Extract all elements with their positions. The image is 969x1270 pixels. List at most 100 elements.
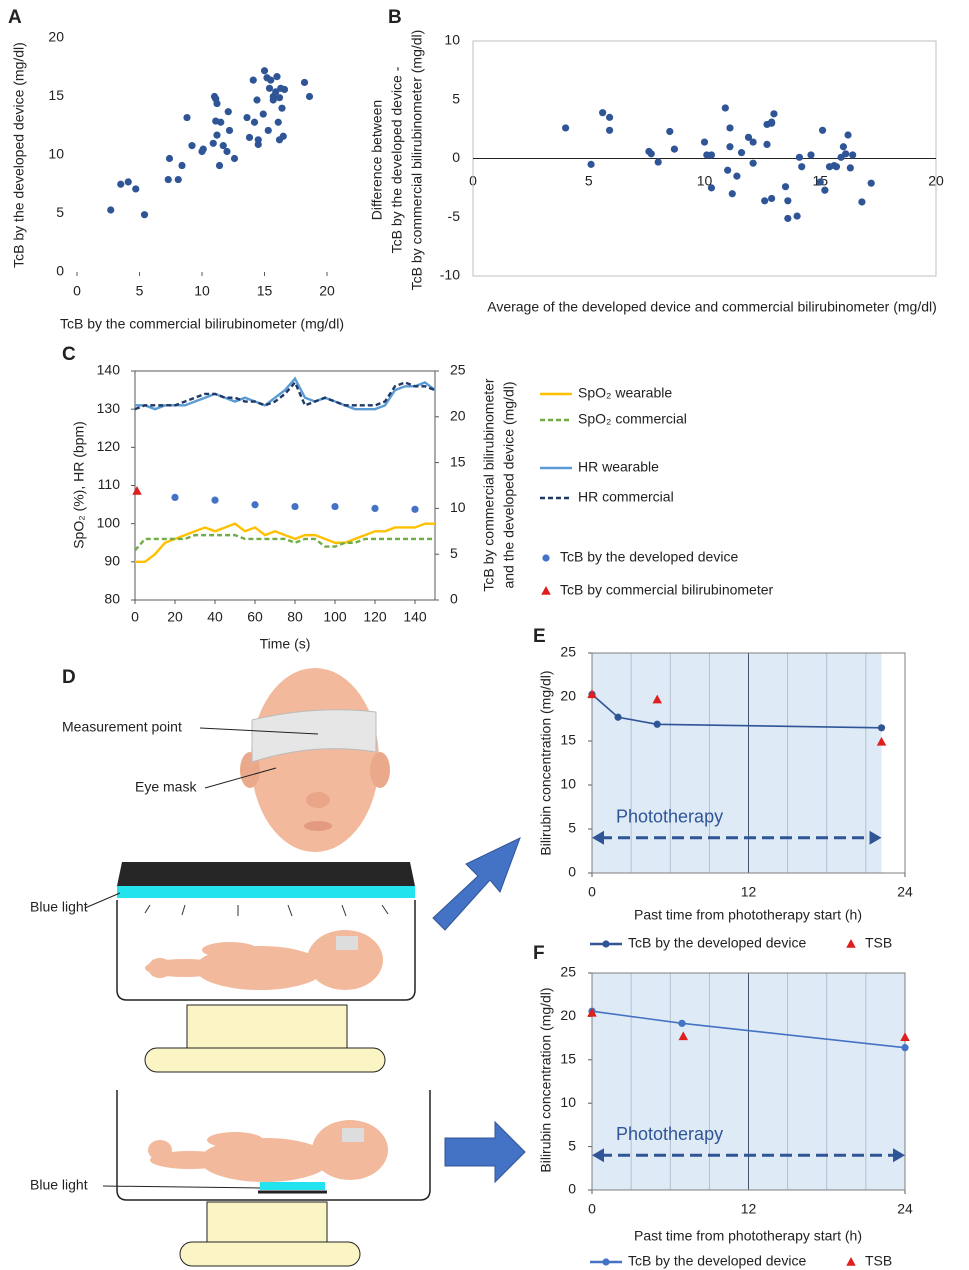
point bbox=[260, 110, 267, 117]
legend-label: TcB by the developed device bbox=[560, 549, 738, 565]
point bbox=[266, 85, 273, 92]
y-tick-label: 5 bbox=[568, 1137, 576, 1153]
y-tick-label: 10 bbox=[48, 146, 64, 162]
point bbox=[840, 143, 847, 150]
point bbox=[817, 178, 824, 185]
y-tick-label: 0 bbox=[452, 149, 460, 165]
point bbox=[733, 173, 740, 180]
legend-swatch bbox=[846, 1257, 856, 1266]
sensor bbox=[336, 936, 358, 950]
panel-letter: B bbox=[388, 7, 402, 28]
y-axis-label: TcB by the developed device (mg/dl) bbox=[11, 42, 27, 268]
y2-axis-label: and the developed device (mg/dl) bbox=[501, 381, 517, 588]
point bbox=[265, 127, 272, 134]
x-tick-label: 24 bbox=[897, 884, 913, 900]
point bbox=[213, 132, 220, 139]
point bbox=[750, 138, 757, 145]
y-tick-label: 80 bbox=[104, 591, 120, 607]
panel-letter: A bbox=[8, 7, 22, 28]
point bbox=[606, 114, 613, 121]
y-axis-label: TcB by the developed device - bbox=[389, 66, 405, 253]
y2-axis-label: TcB by commercial bilirubinometer bbox=[481, 378, 497, 592]
point bbox=[654, 721, 661, 728]
y2-tick-label: 0 bbox=[450, 591, 458, 607]
point bbox=[281, 86, 288, 93]
leader-line bbox=[85, 893, 120, 908]
point bbox=[231, 155, 238, 162]
point bbox=[270, 96, 277, 103]
label: Eye mask bbox=[135, 779, 197, 795]
y-tick-label: 0 bbox=[568, 864, 576, 880]
point bbox=[562, 124, 569, 131]
legend-label: TcB by the developed device bbox=[628, 935, 806, 951]
x-tick-label: 0 bbox=[73, 283, 81, 299]
point bbox=[371, 505, 378, 512]
point bbox=[166, 155, 173, 162]
y-tick-label: 15 bbox=[560, 732, 576, 748]
point bbox=[750, 160, 757, 167]
point bbox=[291, 503, 298, 510]
legend-swatch bbox=[541, 586, 551, 595]
point bbox=[868, 180, 875, 187]
point bbox=[844, 131, 851, 138]
point bbox=[210, 140, 217, 147]
x-tick-label: 10 bbox=[194, 283, 210, 299]
point bbox=[273, 73, 280, 80]
point bbox=[671, 146, 678, 153]
y-tick-label: 15 bbox=[560, 1051, 576, 1067]
y-axis-label: SpO₂ (%), HR (bpm) bbox=[71, 421, 87, 549]
y2-tick-label: 10 bbox=[450, 499, 466, 515]
arrow bbox=[433, 838, 520, 930]
point bbox=[217, 119, 224, 126]
legend-label: SpO₂ commercial bbox=[578, 411, 687, 427]
point bbox=[722, 104, 729, 111]
label: Blue light bbox=[30, 1177, 88, 1193]
point bbox=[331, 503, 338, 510]
point bbox=[614, 714, 621, 721]
point bbox=[847, 164, 854, 171]
y-tick-label: 5 bbox=[56, 204, 64, 220]
point bbox=[226, 127, 233, 134]
y-tick-label: 0 bbox=[56, 263, 64, 279]
point bbox=[275, 119, 282, 126]
point bbox=[701, 138, 708, 145]
x-tick-label: 0 bbox=[588, 884, 596, 900]
leader-line bbox=[103, 1186, 260, 1188]
point bbox=[726, 124, 733, 131]
point bbox=[178, 162, 185, 169]
y-tick-label: 130 bbox=[97, 400, 121, 416]
y-tick-label: 25 bbox=[560, 964, 576, 980]
x-tick-label: 80 bbox=[287, 609, 303, 625]
x-tick-label: 120 bbox=[363, 609, 387, 625]
point bbox=[251, 119, 258, 126]
legend-swatch bbox=[602, 940, 609, 947]
point bbox=[708, 184, 715, 191]
y2-tick-label: 5 bbox=[450, 545, 458, 561]
x-tick-label: 20 bbox=[167, 609, 183, 625]
x-tick-label: 12 bbox=[741, 1201, 757, 1217]
stand-base bbox=[180, 1242, 360, 1266]
point bbox=[251, 501, 258, 508]
point bbox=[117, 181, 124, 188]
y-tick-label: 140 bbox=[97, 362, 121, 378]
arrow bbox=[445, 1122, 525, 1182]
point bbox=[849, 151, 856, 158]
point bbox=[267, 77, 274, 84]
y-tick-label: 10 bbox=[560, 1094, 576, 1110]
point bbox=[819, 127, 826, 134]
point bbox=[821, 187, 828, 194]
point bbox=[666, 128, 673, 135]
point bbox=[171, 494, 178, 501]
x-tick-label: 60 bbox=[247, 609, 263, 625]
y-tick-label: 15 bbox=[48, 87, 64, 103]
point bbox=[833, 163, 840, 170]
point bbox=[301, 79, 308, 86]
y-tick-label: 100 bbox=[97, 514, 121, 530]
point bbox=[796, 154, 803, 161]
x-tick-label: 0 bbox=[588, 1201, 596, 1217]
figure: D Measurement point Eye mask Blue light bbox=[0, 0, 969, 1270]
blue-lamp bbox=[260, 1182, 325, 1190]
point bbox=[878, 724, 885, 731]
